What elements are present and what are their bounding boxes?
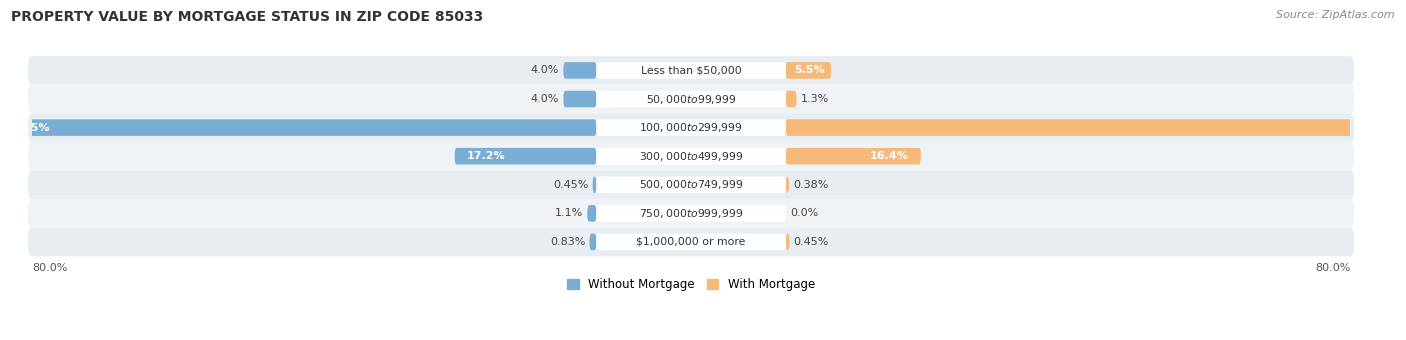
FancyBboxPatch shape [28, 85, 1354, 113]
FancyBboxPatch shape [786, 62, 831, 79]
FancyBboxPatch shape [786, 234, 790, 250]
FancyBboxPatch shape [454, 148, 596, 165]
FancyBboxPatch shape [28, 199, 1354, 228]
Text: 76.0%: 76.0% [1361, 123, 1399, 133]
FancyBboxPatch shape [596, 234, 786, 250]
Text: 4.0%: 4.0% [531, 65, 560, 75]
FancyBboxPatch shape [28, 142, 1354, 170]
Text: 72.5%: 72.5% [11, 123, 51, 133]
Text: PROPERTY VALUE BY MORTGAGE STATUS IN ZIP CODE 85033: PROPERTY VALUE BY MORTGAGE STATUS IN ZIP… [11, 10, 484, 24]
Text: Less than $50,000: Less than $50,000 [641, 65, 741, 75]
FancyBboxPatch shape [596, 91, 786, 107]
FancyBboxPatch shape [596, 176, 786, 193]
FancyBboxPatch shape [564, 91, 596, 107]
FancyBboxPatch shape [786, 119, 1406, 136]
FancyBboxPatch shape [786, 148, 921, 165]
Text: 5.5%: 5.5% [794, 65, 824, 75]
Text: $100,000 to $299,999: $100,000 to $299,999 [640, 121, 742, 134]
Text: $300,000 to $499,999: $300,000 to $499,999 [638, 150, 744, 163]
Text: $1,000,000 or more: $1,000,000 or more [637, 237, 745, 247]
FancyBboxPatch shape [28, 170, 1354, 199]
Legend: Without Mortgage, With Mortgage: Without Mortgage, With Mortgage [562, 274, 820, 296]
FancyBboxPatch shape [564, 62, 596, 79]
Text: 1.1%: 1.1% [555, 208, 583, 218]
FancyBboxPatch shape [786, 91, 797, 107]
FancyBboxPatch shape [28, 56, 1354, 85]
Text: 0.45%: 0.45% [793, 237, 830, 247]
FancyBboxPatch shape [588, 205, 596, 222]
Text: 1.3%: 1.3% [800, 94, 830, 104]
FancyBboxPatch shape [0, 119, 596, 136]
FancyBboxPatch shape [28, 228, 1354, 256]
Text: 0.45%: 0.45% [553, 180, 589, 190]
Text: $750,000 to $999,999: $750,000 to $999,999 [638, 207, 744, 220]
Text: 17.2%: 17.2% [467, 151, 506, 161]
Text: 0.38%: 0.38% [793, 180, 828, 190]
FancyBboxPatch shape [589, 234, 596, 250]
FancyBboxPatch shape [596, 62, 786, 79]
FancyBboxPatch shape [596, 119, 786, 136]
FancyBboxPatch shape [596, 205, 786, 222]
Text: $50,000 to $99,999: $50,000 to $99,999 [645, 92, 737, 105]
Text: 16.4%: 16.4% [870, 151, 908, 161]
FancyBboxPatch shape [596, 148, 786, 165]
Text: 80.0%: 80.0% [1315, 262, 1350, 273]
Text: 4.0%: 4.0% [531, 94, 560, 104]
Text: 0.83%: 0.83% [550, 237, 585, 247]
FancyBboxPatch shape [28, 113, 1354, 142]
Text: Source: ZipAtlas.com: Source: ZipAtlas.com [1277, 10, 1395, 20]
FancyBboxPatch shape [786, 176, 789, 193]
FancyBboxPatch shape [593, 176, 596, 193]
Text: $500,000 to $749,999: $500,000 to $749,999 [638, 178, 744, 191]
Text: 0.0%: 0.0% [790, 208, 818, 218]
Text: 80.0%: 80.0% [32, 262, 67, 273]
